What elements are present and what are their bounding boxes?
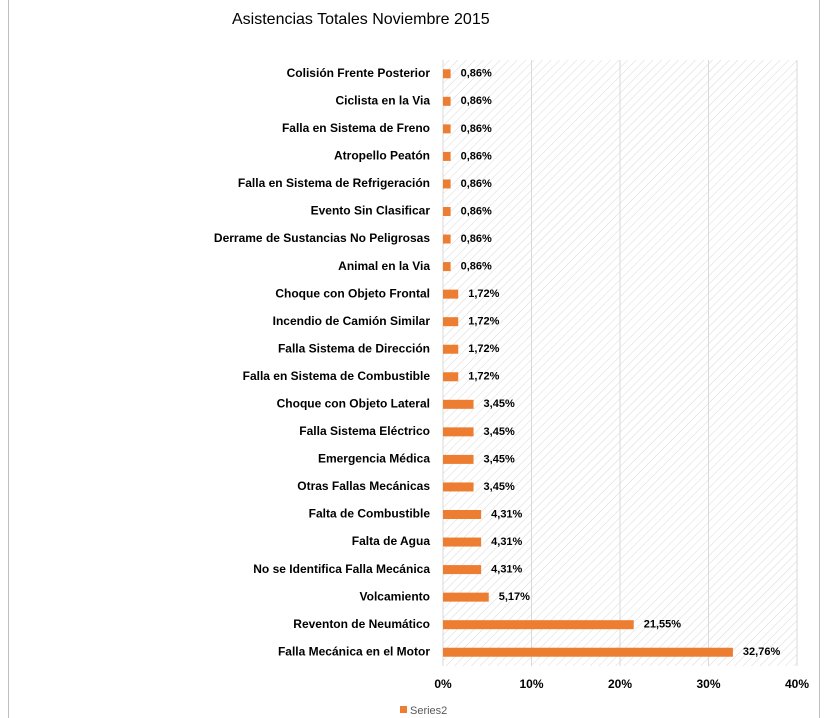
bar	[443, 289, 459, 299]
y-tick-label: Choque con Objeto Lateral	[277, 396, 430, 410]
y-tick-label: Falla Mecánica en el Motor	[278, 644, 430, 658]
y-tick-label: Volcamiento	[360, 589, 430, 603]
bar	[443, 151, 451, 161]
y-tick-label: Falla en Sistema de Refrigeración	[238, 176, 430, 190]
value-label: 21,55%	[644, 619, 682, 631]
bar	[443, 399, 474, 409]
bar	[443, 317, 459, 327]
value-label: 1,72%	[468, 288, 499, 300]
y-tick-label: Derrame de Sustancias No Peligrosas	[214, 231, 430, 245]
y-tick-label: Evento Sin Clasificar	[311, 204, 431, 218]
y-tick-label: Falla Sistema Eléctrico	[299, 424, 430, 438]
y-tick-label: Animal en la Via	[338, 259, 430, 273]
bar	[443, 454, 474, 464]
y-tick-label: Emergencia Médica	[318, 452, 430, 466]
value-label: 0,86%	[461, 233, 492, 245]
y-tick-label: Falla en Sistema de Combustible	[243, 369, 431, 383]
value-label: 0,86%	[461, 123, 492, 135]
frame	[8, 0, 820, 718]
value-label: 3,45%	[484, 481, 515, 493]
bar	[443, 262, 451, 272]
x-tick-label: 20%	[608, 677, 632, 691]
y-tick-label: Falla en Sistema de Freno	[282, 121, 430, 135]
bar	[443, 124, 451, 134]
y-tick-label: Choque con Objeto Frontal	[275, 286, 430, 300]
chart-title: Asistencias Totales Noviembre 2015	[232, 11, 490, 28]
bar	[443, 234, 451, 244]
bar	[443, 179, 451, 189]
y-tick-label: Falta de Agua	[352, 534, 431, 548]
value-label: 4,31%	[491, 536, 522, 548]
bar	[443, 537, 482, 547]
y-tick-label: Falta de Combustible	[309, 507, 431, 521]
y-tick-label: Atropello Peatón	[334, 149, 430, 163]
legend-label: Series2	[410, 705, 447, 717]
y-tick-label: Ciclista en la Via	[336, 93, 431, 107]
value-label: 1,72%	[468, 371, 499, 383]
legend-swatch	[400, 706, 407, 713]
bar	[443, 510, 482, 519]
x-tick-label: 40%	[785, 677, 809, 691]
bar	[443, 620, 634, 630]
bar	[443, 647, 733, 657]
y-tick-label: Colisión Frente Posterior	[287, 66, 431, 80]
bar	[443, 69, 451, 79]
x-tick-label: 10%	[519, 677, 543, 691]
x-tick-label: 30%	[696, 677, 720, 691]
value-label: 0,86%	[461, 178, 492, 190]
y-tick-label: Reventon de Neumático	[293, 617, 430, 631]
bar	[443, 565, 482, 575]
x-tick-label: 0%	[434, 677, 452, 691]
value-label: 1,72%	[468, 343, 499, 355]
y-tick-label: No se Identifica Falla Mecánica	[253, 562, 430, 576]
value-label: 3,45%	[484, 426, 515, 438]
bar	[443, 372, 459, 382]
y-tick-label: Incendio de Camión Similar	[273, 314, 431, 328]
bar	[443, 482, 474, 492]
value-label: 0,86%	[461, 150, 492, 162]
y-tick-label: Otras Fallas Mecánicas	[297, 479, 430, 493]
value-label: 4,31%	[491, 563, 522, 575]
bar	[443, 96, 451, 106]
y-tick-label: Falla Sistema de Dirección	[278, 341, 430, 355]
value-label: 5,17%	[499, 591, 530, 603]
bar	[443, 344, 459, 354]
bar	[443, 207, 451, 216]
value-label: 4,31%	[491, 508, 522, 520]
value-label: 0,86%	[461, 68, 492, 80]
value-label: 0,86%	[461, 205, 492, 217]
bar	[443, 427, 474, 437]
value-label: 0,86%	[461, 260, 492, 272]
value-label: 3,45%	[484, 453, 515, 465]
bar	[443, 592, 489, 602]
value-label: 32,76%	[743, 646, 781, 658]
value-label: 1,72%	[468, 316, 499, 328]
value-label: 0,86%	[461, 95, 492, 107]
value-label: 3,45%	[484, 398, 515, 410]
